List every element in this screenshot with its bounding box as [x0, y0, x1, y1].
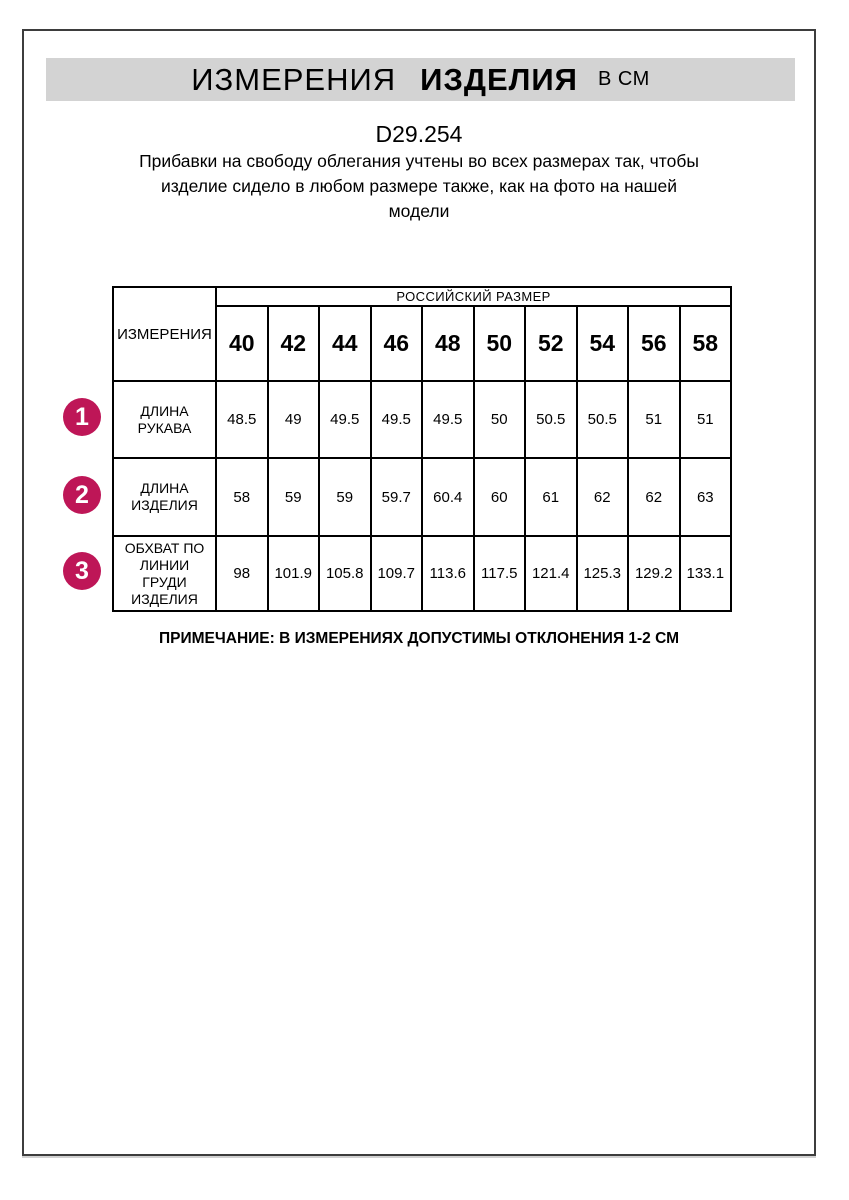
table-cell: 60 — [472, 457, 526, 537]
table-cell: 50 — [472, 380, 526, 459]
document-frame: ИЗМЕРЕНИЯ ИЗДЕЛИЯ В СМ D29.254 Прибавки … — [22, 29, 816, 1156]
size-column-header: 46 — [369, 305, 423, 382]
size-column-header: 42 — [266, 305, 320, 382]
row-label-sleeve-length: ДЛИНА РУКАВА — [112, 380, 217, 459]
row-marker-3: 3 — [63, 552, 101, 590]
table-cell: 125.3 — [575, 535, 629, 612]
table-cell: 113.6 — [421, 535, 475, 612]
row-marker-1-number: 1 — [75, 403, 89, 431]
size-column-header: 50 — [472, 305, 526, 382]
fit-description-line: модели — [388, 201, 450, 221]
table-cell: 133.1 — [678, 535, 733, 612]
row-marker-3-number: 3 — [75, 557, 89, 585]
table-cell: 51 — [627, 380, 681, 459]
row-label-text: ОБХВАТ ПО ЛИНИИ ГРУДИ ИЗДЕЛИЯ — [124, 539, 205, 607]
size-column-header: 44 — [318, 305, 372, 382]
table-cell: 49.5 — [421, 380, 475, 459]
table-cell: 48.5 — [215, 380, 269, 459]
table-cell: 117.5 — [472, 535, 526, 612]
size-column-header: 48 — [421, 305, 475, 382]
table-cell: 59.7 — [369, 457, 423, 537]
size-column-header: 58 — [678, 305, 733, 382]
size-column-header: 52 — [524, 305, 578, 382]
russian-size-header: РОССИЙСКИЙ РАЗМЕР — [214, 286, 733, 307]
table-cell: 51 — [678, 380, 733, 459]
table-cell: 101.9 — [266, 535, 320, 612]
title-measurements: ИЗМЕРЕНИЯ — [191, 61, 397, 97]
table-header-row-sizes: 40 42 44 46 48 50 52 54 56 58 — [113, 305, 733, 382]
table-cell: 62 — [575, 457, 629, 537]
table-header-row-russian-size: ИЗМЕРЕНИЯ РОССИЙСКИЙ РАЗМЕР — [112, 286, 733, 382]
table-cell: 121.4 — [524, 535, 578, 612]
table-cell: 109.7 — [369, 535, 423, 612]
table-cell: 49.5 — [369, 380, 423, 459]
table-cell: 63 — [678, 457, 733, 537]
table-cell: 59 — [266, 457, 320, 537]
table-cell: 60.4 — [421, 457, 475, 537]
title-product: ИЗДЕЛИЯ — [420, 61, 578, 97]
row-label-chest-girth: ОБХВАТ ПО ЛИНИИ ГРУДИ ИЗДЕЛИЯ — [112, 535, 217, 612]
table-cell: 50.5 — [575, 380, 629, 459]
table-corner-label: ИЗМЕРЕНИЯ — [112, 286, 217, 382]
size-column-header: 56 — [627, 305, 681, 382]
row-marker-1: 1 — [63, 398, 101, 436]
title-unit: В СМ — [597, 68, 650, 90]
table-cell: 49.5 — [318, 380, 372, 459]
table-cell: 58 — [215, 457, 269, 537]
row-label-text: ДЛИНА ИЗДЕЛИЯ — [131, 480, 198, 513]
tolerance-note: ПРИМЕЧАНИЕ: В ИЗМЕРЕНИЯХ ДОПУСТИМЫ ОТКЛО… — [158, 630, 680, 647]
fit-description-line: Прибавки на свободу облегания учтены во … — [139, 151, 699, 171]
table-cell: 59 — [318, 457, 372, 537]
table-cell: 62 — [627, 457, 681, 537]
article-code: D29.254 — [375, 121, 463, 147]
title-banner: ИЗМЕРЕНИЯ ИЗДЕЛИЯ В СМ — [46, 58, 795, 101]
table-cell: 105.8 — [318, 535, 372, 612]
table-cell: 61 — [524, 457, 578, 537]
row-marker-2-number: 2 — [75, 481, 89, 509]
fit-description: Прибавки на свободу облегания учтены во … — [24, 149, 814, 224]
fit-description-line: изделие сидело в любом размере также, ка… — [160, 176, 678, 196]
table-cell: 98 — [215, 535, 269, 612]
row-label-product-length: ДЛИНА ИЗДЕЛИЯ — [112, 457, 217, 537]
measurements-table: ИЗМЕРЕНИЯ РОССИЙСКИЙ РАЗМЕР 40 42 44 46 … — [112, 286, 733, 612]
table-row-sleeve-length: ДЛИНА РУКАВА 48.5 49 49.5 49.5 49.5 50 5… — [112, 380, 733, 459]
row-label-text: ДЛИНА РУКАВА — [137, 402, 192, 436]
table-cell: 49 — [266, 380, 320, 459]
size-column-header: 40 — [215, 305, 269, 382]
table-cell: 50.5 — [524, 380, 578, 459]
size-column-header: 54 — [575, 305, 629, 382]
table-row-product-length: ДЛИНА ИЗДЕЛИЯ 58 59 59 59.7 60.4 60 61 6… — [112, 457, 733, 537]
table-cell: 129.2 — [627, 535, 681, 612]
table-row-chest-girth: ОБХВАТ ПО ЛИНИИ ГРУДИ ИЗДЕЛИЯ 98 101.9 1… — [112, 535, 733, 612]
row-marker-2: 2 — [63, 476, 101, 514]
